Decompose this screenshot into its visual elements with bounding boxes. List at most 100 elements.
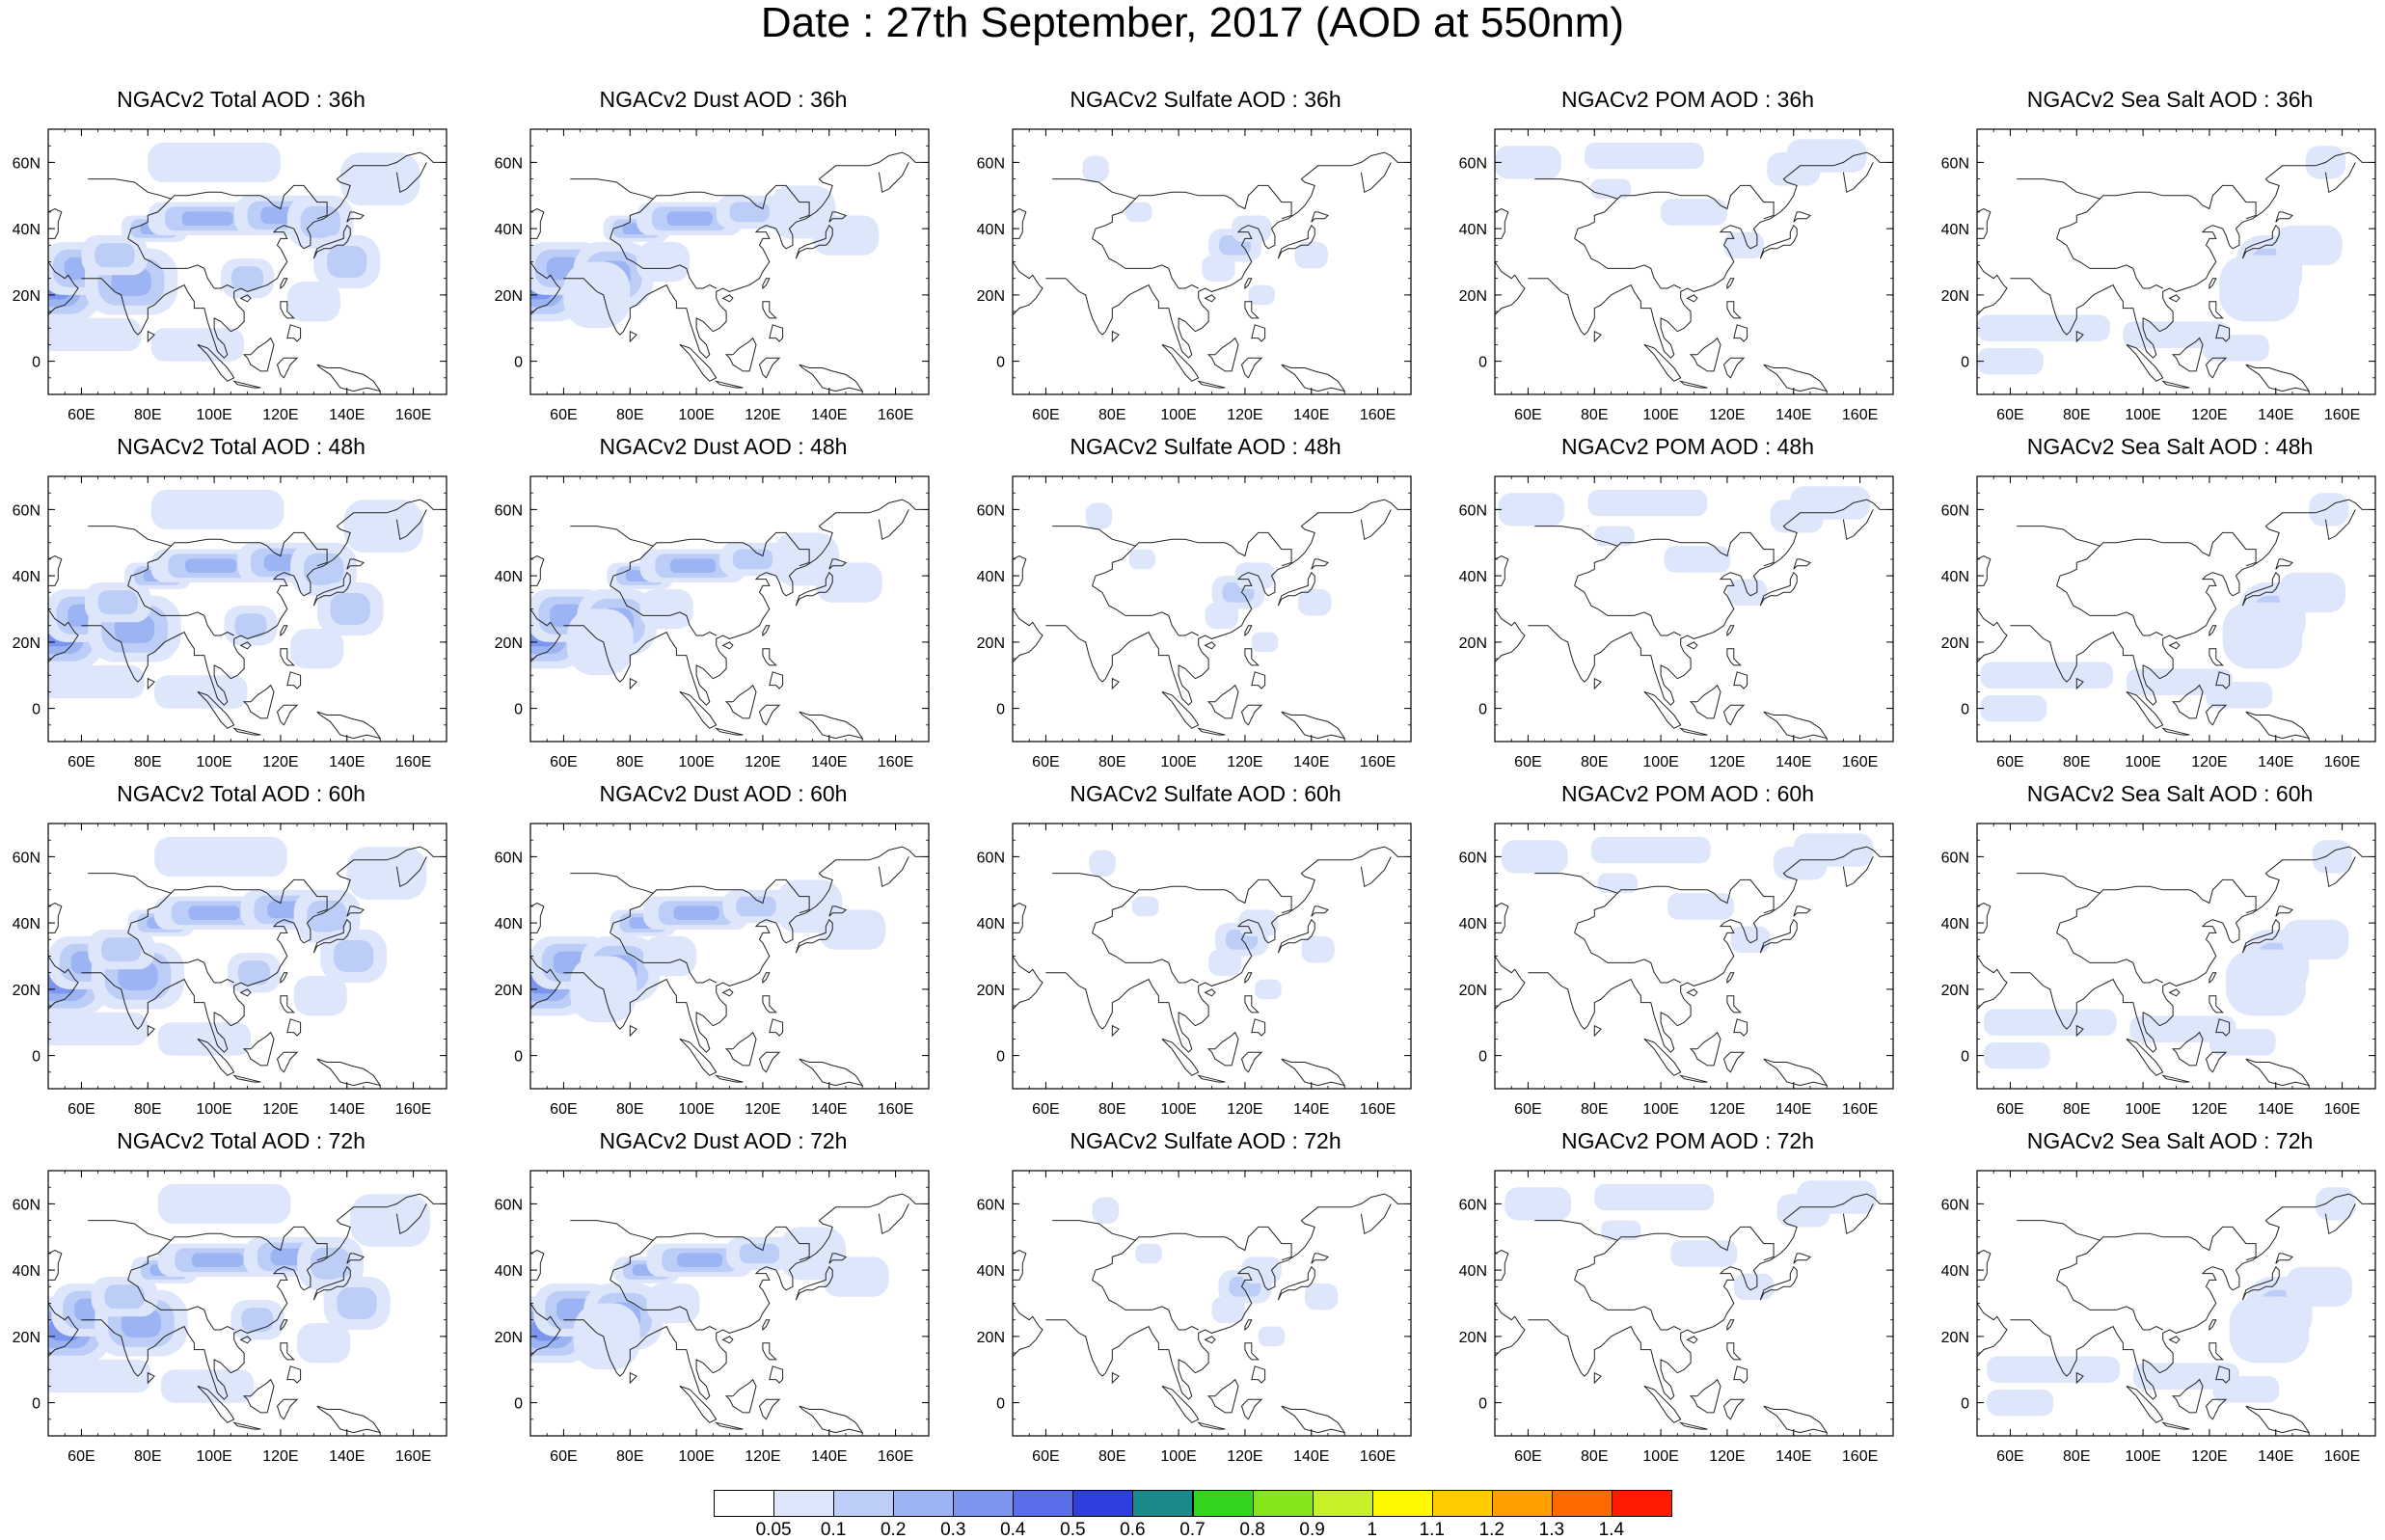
island-outline [1643, 690, 1682, 729]
aod-map: 60E 80E 100E 120E 140E 160E 60N 40N 20N 0 [13, 823, 447, 1118]
island-outline [1277, 918, 1315, 954]
coastline [2017, 178, 2257, 220]
panel-title: NGACv2 Dust AOD : 60h [599, 781, 848, 806]
aod-plume [1987, 1389, 2054, 1417]
coastline [48, 956, 79, 1010]
map-panel: NGACv2 POM AOD : 72h 60E 80E 100E 120E 140E 16… [1447, 1126, 1929, 1465]
coastline [2324, 856, 2356, 888]
island-outline [828, 905, 847, 917]
island-outline [629, 677, 637, 690]
aod-map: 60E 80E 100E 120E 140E 160E 60N 40N 20N 0 [1941, 475, 2376, 770]
aod-plume [2209, 1029, 2276, 1056]
island-outline [1161, 1038, 1200, 1076]
lon-tick-label: 80E [2063, 1448, 2090, 1465]
island-outline [769, 671, 784, 689]
colorbar-swatch [1371, 1490, 1433, 1517]
coastline [1045, 972, 1193, 1053]
coastline [88, 1220, 328, 1261]
coastline [1495, 1249, 1509, 1281]
panel-title: NGACv2 POM AOD : 72h [1560, 1128, 1815, 1153]
lon-tick-label: 160E [878, 1448, 913, 1465]
island-outline [346, 905, 365, 917]
island-outline [2168, 988, 2181, 997]
aod-plume [563, 261, 631, 329]
aod-map: 60E 80E 100E 120E 140E 160E 60N 40N 20N 0 [495, 475, 930, 770]
island-outline [280, 995, 295, 1013]
lat-tick-label: 60N [495, 502, 523, 519]
colorbar-swatch [773, 1490, 835, 1517]
aod-plume [1085, 502, 1113, 529]
island-outline [242, 337, 275, 372]
coastline [1534, 178, 1775, 220]
lat-tick-label: 40N [1459, 569, 1487, 585]
island-outline [147, 1024, 155, 1038]
island-outline [1686, 1336, 1698, 1344]
island-outline [1240, 1398, 1263, 1420]
aod-plume [1208, 949, 1242, 977]
aod-plume [1980, 662, 2114, 689]
aod-plume [148, 142, 281, 183]
lat-tick-label: 60N [13, 850, 41, 866]
island-outline [1197, 1421, 1226, 1430]
coastline [81, 1319, 229, 1400]
aod-plume [2206, 682, 2273, 709]
coastline [127, 1279, 234, 1331]
island-outline [762, 625, 771, 637]
island-outline [762, 995, 777, 1013]
coastline [1013, 608, 1043, 662]
lat-tick-label: 60N [13, 502, 41, 519]
island-outline [2126, 343, 2164, 382]
lat-tick-label: 0 [514, 702, 523, 718]
colorbar-swatch [833, 1490, 895, 1517]
aod-plume [1089, 850, 1116, 877]
island-outline [1759, 918, 1798, 954]
aod-plume [1248, 284, 1275, 306]
lon-tick-label: 160E [395, 754, 431, 770]
lat-tick-label: 40N [1941, 569, 1969, 585]
island-outline [1686, 294, 1698, 303]
coastline [2010, 1319, 2157, 1400]
colorbar-swatch [1252, 1490, 1314, 1517]
island-outline [197, 1038, 235, 1076]
island-outline [232, 1074, 261, 1083]
lon-tick-label: 80E [1098, 407, 1125, 423]
lon-tick-label: 120E [1709, 1448, 1745, 1465]
island-outline [197, 1385, 235, 1423]
island-outline [2171, 1031, 2204, 1067]
aod-plume [1125, 202, 1152, 223]
island-outline [1240, 357, 1263, 379]
lon-tick-label: 100E [1160, 1101, 1196, 1118]
lat-tick-label: 60N [1941, 850, 1969, 866]
island-outline [799, 1058, 864, 1087]
aod-plume [812, 215, 880, 256]
coastline [2056, 1239, 2100, 1281]
coastline [2056, 237, 2163, 289]
lon-tick-label: 160E [395, 407, 431, 423]
lon-tick-label: 140E [329, 407, 365, 423]
lat-tick-label: 20N [495, 288, 523, 305]
aod-plume [330, 593, 370, 625]
island-outline [239, 1336, 252, 1344]
island-outline [2168, 641, 2181, 650]
lat-tick-label: 0 [996, 702, 1005, 718]
island-outline [724, 1031, 757, 1067]
lat-tick-label: 40N [495, 569, 523, 585]
lon-tick-label: 60E [1996, 754, 2023, 770]
island-outline [1281, 1405, 1346, 1434]
island-outline [724, 684, 757, 719]
aod-plume [573, 1303, 640, 1370]
lon-tick-label: 160E [878, 407, 913, 423]
lon-tick-label: 60E [1996, 407, 2023, 423]
lat-tick-label: 20N [495, 1330, 523, 1346]
lat-tick-label: 0 [1478, 355, 1487, 371]
aod-plume [231, 266, 263, 291]
aod-plume [1590, 836, 1711, 864]
lat-tick-label: 40N [1459, 222, 1487, 238]
island-outline [2241, 918, 2280, 954]
aod-plume [2275, 225, 2343, 265]
map-panel: NGACv2 Sea Salt AOD : 60h 60E 80E 100E 120E 1… [1929, 779, 2385, 1118]
lon-tick-label: 120E [1227, 754, 1262, 770]
aod-plume [637, 241, 691, 283]
coastline [1092, 584, 1199, 636]
lon-tick-label: 140E [2258, 754, 2293, 770]
